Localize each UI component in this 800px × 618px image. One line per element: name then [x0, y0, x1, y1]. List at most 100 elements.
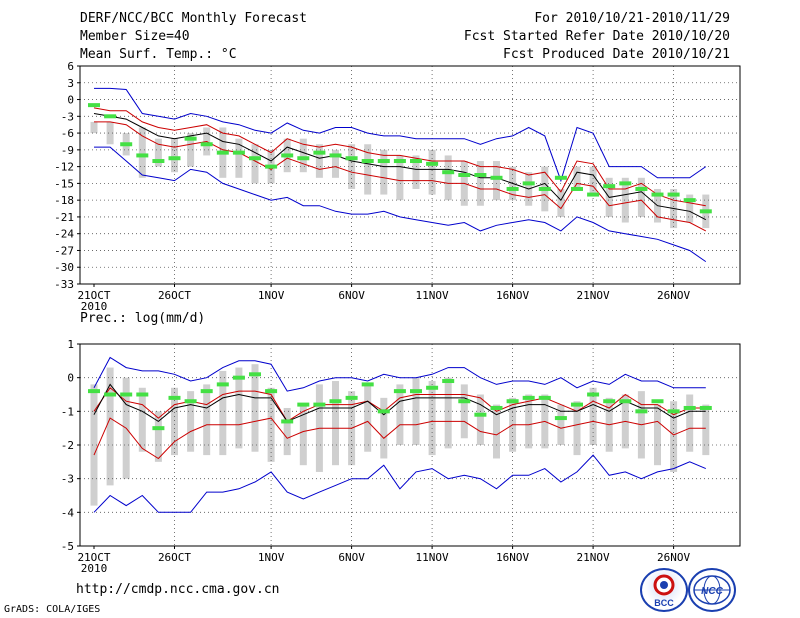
- observed-marker: [329, 153, 342, 158]
- observed-marker: [152, 426, 165, 431]
- observed-marker: [377, 409, 390, 414]
- series-lower: [93, 417, 706, 460]
- observed-marker: [442, 379, 455, 384]
- y-tick-label: -3: [61, 110, 74, 123]
- y-tick-label: -12: [54, 161, 74, 174]
- plot-frame: [79, 343, 741, 547]
- observed-marker: [651, 399, 664, 404]
- source-url[interactable]: http://cmdp.ncc.cma.gov.cn: [76, 582, 280, 597]
- spread-bar: [428, 381, 436, 456]
- spread-bar: [106, 121, 114, 145]
- spread-bar: [396, 155, 404, 201]
- spread-bar: [476, 394, 484, 445]
- x-tick-label: 26NOV: [657, 289, 690, 302]
- spread-bar: [219, 370, 227, 456]
- observed-marker: [522, 395, 535, 400]
- observed-marker: [538, 395, 551, 400]
- y-tick-label: -4: [61, 506, 75, 519]
- observed-marker: [136, 153, 149, 158]
- observed-marker: [265, 389, 278, 394]
- observed-marker: [442, 170, 455, 175]
- observed-marker: [249, 156, 261, 161]
- observed-marker: [490, 175, 503, 180]
- y-tick-label: 1: [67, 338, 74, 351]
- y-tick-label: 6: [67, 60, 74, 73]
- spread-bar: [203, 384, 211, 456]
- spread-bar: [283, 407, 291, 456]
- observed-marker: [635, 409, 648, 414]
- observed-marker: [667, 192, 680, 197]
- observed-marker: [232, 150, 245, 155]
- bcc-logo: BCC: [640, 568, 688, 612]
- observed-marker: [249, 372, 261, 377]
- x-tick-label: 26OCT: [158, 289, 191, 302]
- observed-marker: [329, 399, 342, 404]
- observed-marker: [426, 161, 439, 166]
- observed-marker: [361, 382, 374, 387]
- observed-marker: [538, 186, 551, 191]
- observed-marker: [699, 209, 712, 214]
- spread-bar: [589, 166, 597, 195]
- y-tick-label: -3: [61, 473, 74, 486]
- spread-bar: [138, 387, 146, 452]
- y-tick-label: 0: [67, 94, 74, 107]
- observed-marker: [426, 385, 439, 390]
- spread-bar: [654, 404, 661, 466]
- x-tick-label: 16NOV: [496, 551, 529, 564]
- observed-marker: [200, 389, 213, 394]
- spread-bar: [332, 381, 339, 466]
- observed-marker: [377, 159, 390, 164]
- series-min: [94, 146, 707, 263]
- observed-marker: [393, 159, 406, 164]
- spread-bar: [154, 411, 162, 462]
- spread-bar: [187, 133, 195, 167]
- observed-marker: [216, 382, 229, 387]
- spread-bar: [171, 387, 178, 456]
- y-tick-label: -24: [54, 228, 74, 241]
- spread-bar: [444, 377, 452, 449]
- observed-marker: [393, 389, 406, 394]
- observed-marker: [571, 186, 583, 191]
- observed-marker: [297, 156, 310, 161]
- x-tick-label: 21OCT: [77, 551, 110, 564]
- y-tick-label: -15: [54, 177, 74, 190]
- observed-marker: [458, 399, 471, 404]
- observed-marker: [571, 402, 583, 407]
- y-tick-label: 0: [67, 372, 74, 385]
- y-tick-label: 3: [67, 77, 74, 90]
- produced-date: Fcst Produced Date 2010/10/21: [503, 47, 730, 62]
- spread-bar: [364, 384, 372, 452]
- spread-bar: [332, 149, 339, 178]
- series-min: [93, 454, 706, 513]
- spread-bar: [251, 144, 259, 184]
- spread-bar: [525, 394, 533, 449]
- series-max: [94, 87, 707, 183]
- spread-bar: [299, 138, 307, 173]
- spread-bar: [364, 144, 372, 195]
- forecast-period: For 2010/10/21-2010/11/29: [534, 11, 730, 26]
- x-tick-label: 16NOV: [496, 289, 529, 302]
- observed-marker: [120, 142, 133, 147]
- observed-marker: [490, 405, 503, 410]
- observed-marker: [619, 399, 632, 404]
- observed-marker: [281, 153, 294, 158]
- x-tick-label: 26NOV: [657, 551, 690, 564]
- y-tick-label: -18: [54, 194, 74, 207]
- member-size: Member Size=40: [80, 29, 190, 44]
- spread-bar: [235, 138, 243, 178]
- observed-marker: [361, 159, 374, 164]
- spread-bar: [235, 367, 243, 449]
- spread-bar: [187, 391, 195, 452]
- spread-bar: [573, 401, 581, 456]
- y-tick-label: -33: [54, 278, 74, 291]
- spread-bar: [154, 138, 162, 167]
- variable-label: Mean Surf. Temp.: °C: [80, 47, 237, 62]
- spread-bar: [380, 149, 388, 195]
- spread-bar: [573, 166, 581, 189]
- x-tick-label: 21NOV: [577, 551, 610, 564]
- observed-marker: [699, 405, 712, 410]
- y-tick-label: -27: [54, 244, 74, 257]
